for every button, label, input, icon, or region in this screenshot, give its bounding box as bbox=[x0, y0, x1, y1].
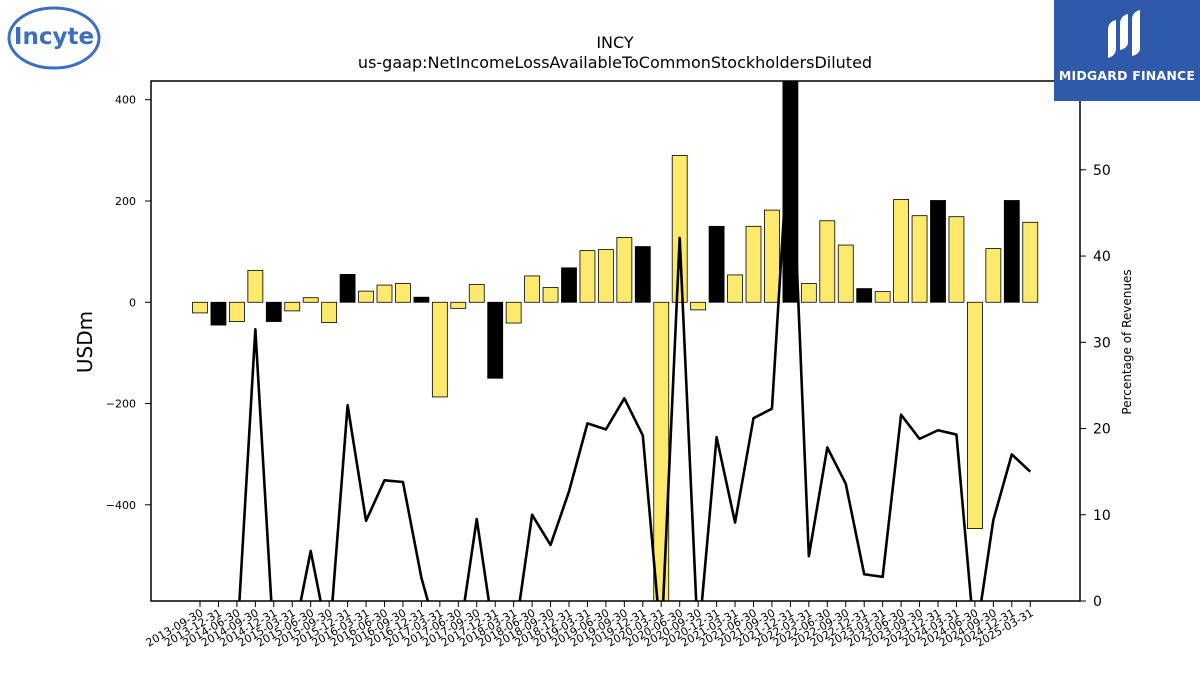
y-tick-label: 200 bbox=[115, 195, 136, 208]
bar-2015-09-30 bbox=[321, 301, 338, 323]
bar-2025-03-31 bbox=[1022, 221, 1039, 303]
bar-2023-09-30 bbox=[911, 215, 928, 303]
incyte-logo-text: Incyte bbox=[13, 24, 95, 50]
bar-2015-06-30 bbox=[302, 297, 319, 303]
bar-2014-06-30 bbox=[228, 301, 245, 322]
y-axis-right: 0 10 20 30 40 50 bbox=[1080, 163, 1111, 610]
y2-axis-label: Percentage of Revenues bbox=[1120, 269, 1134, 414]
bar-2018-06-30 bbox=[524, 275, 540, 303]
bar-2016-03-31 bbox=[358, 290, 374, 303]
bar-2022-03-31 bbox=[800, 283, 817, 303]
bar-2016-09-30 bbox=[395, 283, 411, 303]
y-axis-left: −400 −200 0 200 400 bbox=[106, 94, 151, 512]
bar-2020-03-31 bbox=[653, 301, 670, 601]
bar-2018-03-31 bbox=[505, 301, 522, 324]
bars-group bbox=[192, 81, 1039, 601]
chart-title: INCY bbox=[596, 33, 634, 52]
bar-2023-03-31 bbox=[874, 291, 891, 303]
bar-2017-12-31 bbox=[487, 301, 504, 379]
bar-2014-09-30 bbox=[247, 269, 264, 303]
bar-2015-03-31 bbox=[284, 301, 301, 312]
bar-2016-06-30 bbox=[376, 284, 393, 303]
bar-2023-12-31 bbox=[930, 200, 946, 303]
bar-2019-12-31 bbox=[634, 246, 651, 303]
y2-tick-label: 10 bbox=[1093, 508, 1111, 524]
bar-2013-12-31 bbox=[210, 301, 227, 326]
bar-2020-09-30 bbox=[690, 301, 707, 311]
y2-tick-label: 50 bbox=[1093, 163, 1111, 179]
bar-2022-09-30 bbox=[837, 244, 854, 303]
bar-2015-12-31 bbox=[339, 274, 356, 303]
line-group bbox=[238, 108, 1032, 601]
plot-frame bbox=[150, 80, 1081, 602]
bar-2019-06-30 bbox=[598, 249, 614, 303]
bar-2021-03-31 bbox=[727, 274, 743, 303]
bar-2019-03-31 bbox=[579, 250, 596, 303]
bar-2016-12-31 bbox=[413, 296, 430, 303]
bar-2022-12-31 bbox=[856, 288, 873, 303]
bar-2024-03-31 bbox=[948, 216, 965, 303]
bar-2021-12-31 bbox=[782, 81, 799, 303]
chart-subtitle: us-gaap:NetIncomeLossAvailableToCommonSt… bbox=[358, 53, 872, 72]
revenue-percentage-line bbox=[238, 108, 1032, 601]
y-tick-label: 400 bbox=[115, 94, 136, 107]
y-axis-label: USDm bbox=[73, 311, 97, 373]
bar-2024-09-30 bbox=[985, 248, 1002, 303]
bar-2019-09-30 bbox=[616, 237, 633, 303]
y2-tick-label: 20 bbox=[1093, 422, 1111, 438]
y-tick-label: 0 bbox=[129, 296, 136, 309]
midgard-finance-logo: MIDGARD FINANCE bbox=[1054, 0, 1200, 101]
y2-tick-label: 30 bbox=[1093, 335, 1111, 351]
midgard-logo-text: MIDGARD FINANCE bbox=[1058, 68, 1196, 83]
midgard-logo-mark bbox=[1108, 10, 1140, 58]
x-axis: 2013-09-302013-12-312014-06-302014-09-30… bbox=[144, 601, 1036, 650]
y2-tick-label: 40 bbox=[1093, 249, 1111, 265]
bar-2024-12-31 bbox=[1003, 200, 1020, 303]
bar-2013-09-30 bbox=[192, 301, 208, 314]
bar-2017-06-30 bbox=[450, 301, 467, 309]
bar-2014-12-31 bbox=[265, 301, 282, 322]
bar-2021-06-30 bbox=[745, 225, 762, 303]
y-tick-label: −200 bbox=[106, 398, 136, 411]
bar-2017-09-30 bbox=[468, 284, 485, 303]
bar-2020-06-30 bbox=[671, 155, 688, 303]
incyte-logo: Incyte bbox=[6, 6, 102, 70]
bar-2017-03-31 bbox=[431, 301, 448, 398]
bar-2018-12-31 bbox=[561, 267, 577, 303]
bar-2021-09-30 bbox=[764, 209, 780, 303]
bar-2023-06-30 bbox=[893, 199, 909, 303]
bar-2020-12-31 bbox=[708, 225, 725, 303]
bar-2024-06-30 bbox=[967, 301, 983, 529]
y2-tick-label: 0 bbox=[1093, 594, 1102, 610]
y-tick-label: −400 bbox=[106, 499, 136, 512]
bar-2022-06-30 bbox=[819, 220, 836, 303]
bar-2018-09-30 bbox=[542, 287, 559, 303]
incyte-logo-ring bbox=[7, 6, 101, 70]
